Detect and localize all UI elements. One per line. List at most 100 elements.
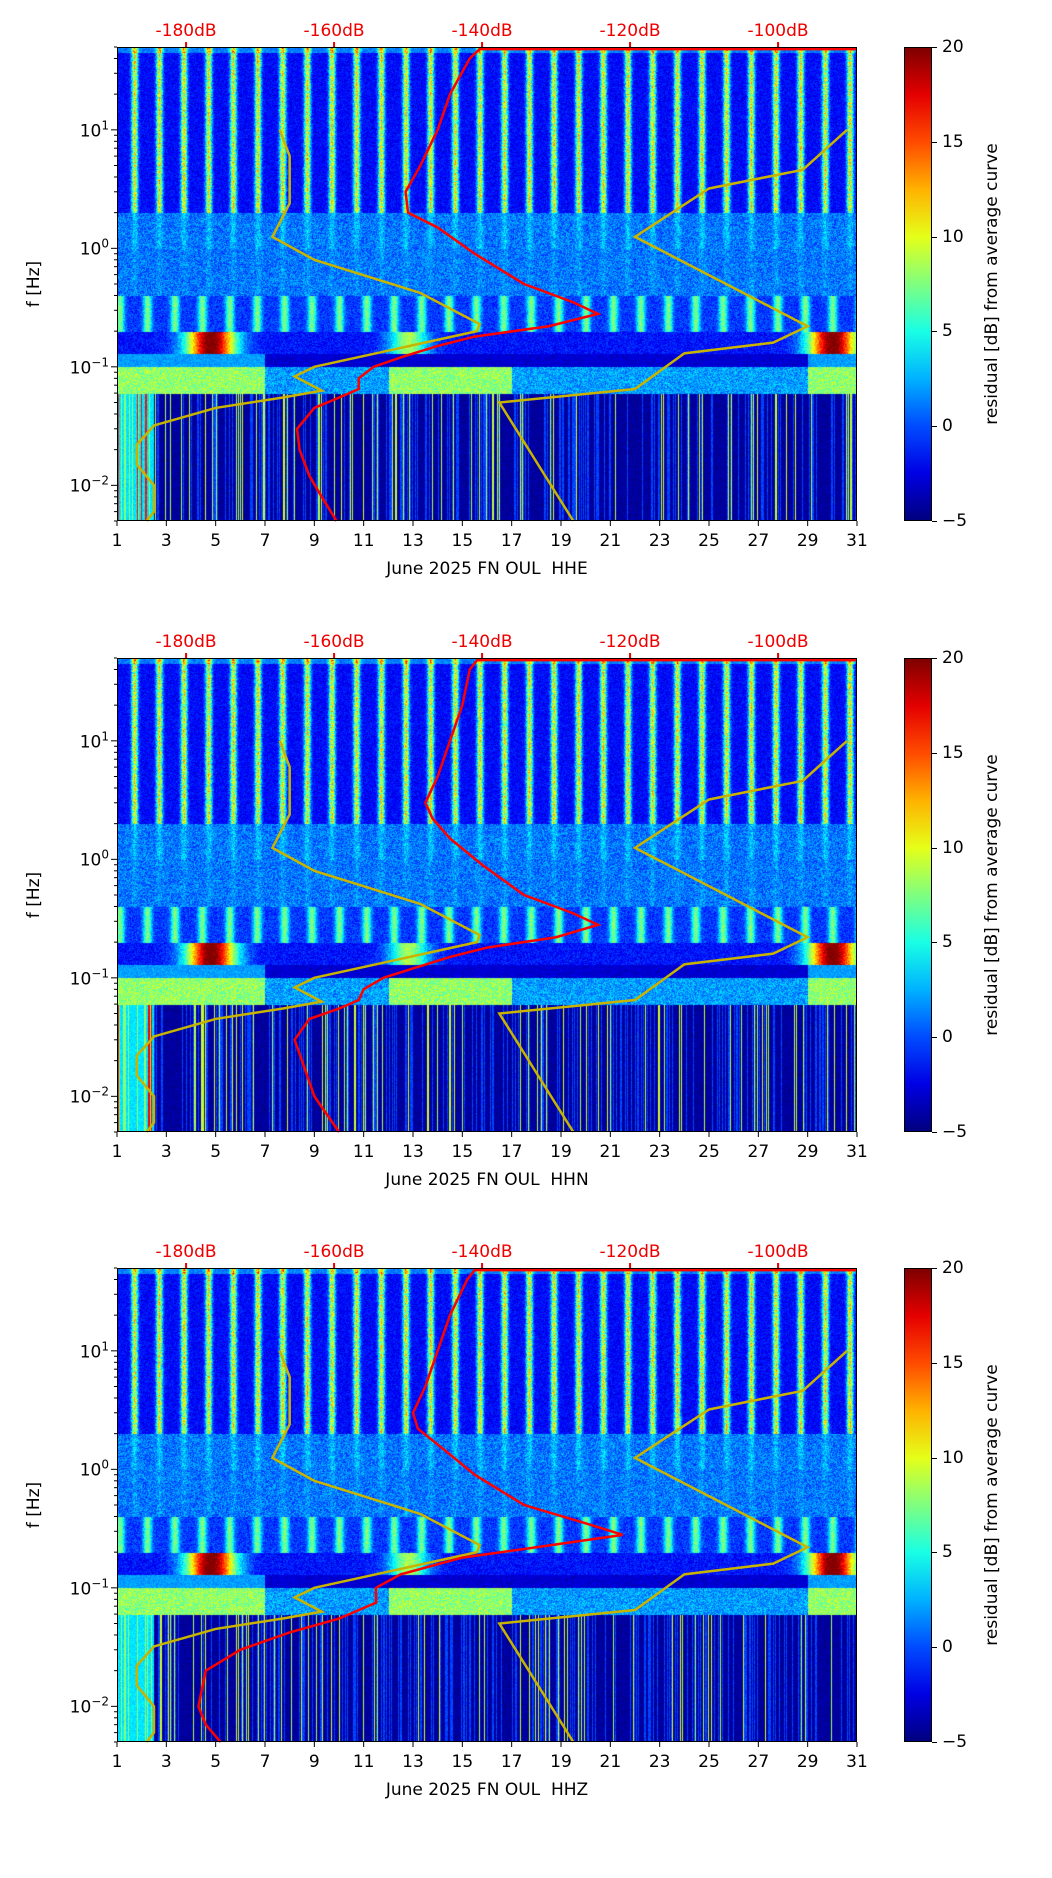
y-tick-base: 10 bbox=[69, 476, 92, 497]
x-tick-label: 1 bbox=[111, 1752, 123, 1772]
x-axis-label: June 2025 FN OUL HHN bbox=[385, 1170, 589, 1190]
colorbar-tick bbox=[932, 658, 937, 659]
colorbar-tick bbox=[932, 1742, 937, 1743]
x-tick-label: 29 bbox=[796, 1142, 819, 1162]
top-axis-label: -100dB bbox=[747, 21, 809, 41]
top-axis-label: -180dB bbox=[155, 632, 217, 652]
colorbar-tick-label: 20 bbox=[942, 648, 964, 668]
y-tick-exponent: 1 bbox=[101, 729, 109, 744]
yellow-reference-curve bbox=[497, 1349, 848, 1743]
top-axis-label: -180dB bbox=[155, 21, 217, 41]
y-tick-base: 10 bbox=[79, 121, 102, 142]
x-tick-label: 3 bbox=[160, 1752, 172, 1772]
x-tick-label: 19 bbox=[550, 531, 572, 551]
x-tick-label: 31 bbox=[846, 1142, 868, 1162]
colorbar-tick-label: −5 bbox=[942, 1732, 968, 1752]
x-tick-label: 25 bbox=[698, 1142, 720, 1162]
spectrogram-plot bbox=[111, 42, 858, 526]
y-tick-base: 10 bbox=[79, 1460, 102, 1481]
colorbar-tick bbox=[932, 1268, 937, 1269]
yellow-reference-curve bbox=[135, 740, 482, 1133]
y-tick-exponent: 0 bbox=[101, 236, 109, 251]
y-tick-base: 10 bbox=[69, 1087, 92, 1108]
colorbar-tick-label: 15 bbox=[942, 742, 964, 763]
x-tick-label: 21 bbox=[599, 1142, 622, 1162]
red-average-curve bbox=[197, 1268, 857, 1743]
yellow-reference-curve bbox=[135, 129, 482, 522]
y-tick-exponent: −1 bbox=[91, 1576, 109, 1591]
colorbar-tick-label: 20 bbox=[942, 37, 964, 57]
x-tick-label: 15 bbox=[451, 1752, 474, 1772]
colorbar-tick bbox=[932, 1132, 937, 1133]
colorbar-tick bbox=[932, 942, 937, 944]
x-tick-label: 17 bbox=[500, 531, 523, 551]
yellow-reference-curve bbox=[497, 128, 848, 522]
spectrogram-heatmap bbox=[117, 1268, 857, 1742]
y-tick-exponent: 1 bbox=[101, 118, 109, 133]
red-average-curve bbox=[293, 658, 857, 1133]
colorbar-tick bbox=[932, 1647, 937, 1649]
x-tick-label: 23 bbox=[648, 1752, 671, 1772]
x-tick-label: 17 bbox=[500, 1752, 523, 1772]
x-tick-label: 7 bbox=[259, 531, 271, 551]
top-axis-label: -120dB bbox=[599, 21, 661, 41]
colorbar bbox=[904, 47, 932, 521]
colorbar-tick-label: 10 bbox=[942, 1447, 964, 1468]
colorbar-tick-label: 20 bbox=[942, 1258, 964, 1278]
x-tick-label: 29 bbox=[796, 531, 819, 551]
colorbar-label: residual [dB] from average curve bbox=[982, 1364, 1002, 1646]
x-tick-label: 21 bbox=[599, 531, 622, 551]
curve-layer bbox=[111, 1263, 858, 1747]
x-tick-label: 21 bbox=[599, 1752, 622, 1772]
top-axis-label: -120dB bbox=[599, 1242, 661, 1262]
x-tick-label: 13 bbox=[402, 1142, 424, 1162]
colorbar-tick-label: 0 bbox=[942, 1027, 953, 1048]
x-tick-label: 13 bbox=[402, 1752, 424, 1772]
red-average-curve bbox=[295, 47, 857, 522]
colorbar-tick-label: −5 bbox=[942, 1122, 968, 1142]
x-tick-label: 11 bbox=[352, 1752, 375, 1772]
spectrogram-plot bbox=[111, 653, 858, 1137]
top-axis-label: -140dB bbox=[451, 21, 513, 41]
colorbar-tick bbox=[932, 141, 937, 143]
x-tick-label: 1 bbox=[111, 1142, 123, 1162]
colorbar-tick-label: 0 bbox=[942, 416, 953, 437]
x-tick-label: 11 bbox=[352, 531, 375, 551]
x-tick-label: 5 bbox=[210, 531, 222, 551]
colorbar-tick bbox=[932, 236, 937, 238]
colorbar-tick-label: 10 bbox=[942, 837, 964, 858]
spectrogram-plot bbox=[111, 1263, 858, 1747]
colorbar-tick-label: 15 bbox=[942, 131, 964, 152]
x-tick-label: 5 bbox=[210, 1752, 222, 1772]
x-axis-label: June 2025 FN OUL HHZ bbox=[385, 1780, 589, 1800]
colorbar-tick bbox=[932, 426, 937, 428]
x-tick-label: 31 bbox=[846, 531, 868, 551]
x-tick-label: 23 bbox=[648, 1142, 671, 1162]
y-tick-base: 10 bbox=[69, 1579, 92, 1600]
y-tick-label: 10−1 bbox=[70, 355, 109, 378]
colorbar bbox=[904, 1268, 932, 1742]
colorbar-tick-label: 10 bbox=[942, 226, 964, 247]
colorbar-tick bbox=[932, 47, 937, 48]
x-tick-label: 29 bbox=[796, 1752, 819, 1772]
colorbar-tick bbox=[932, 521, 937, 522]
x-tick-label: 3 bbox=[160, 531, 172, 551]
y-tick-label: 101 bbox=[80, 118, 109, 141]
y-tick-exponent: −2 bbox=[91, 1084, 109, 1099]
y-tick-base: 10 bbox=[79, 239, 102, 260]
y-tick-exponent: 0 bbox=[101, 1457, 109, 1472]
x-tick-label: 9 bbox=[308, 1142, 320, 1162]
y-tick-base: 10 bbox=[69, 358, 92, 379]
y-tick-label: 10−2 bbox=[70, 1085, 109, 1108]
top-axis-label: -140dB bbox=[451, 632, 513, 652]
x-tick-label: 17 bbox=[500, 1142, 523, 1162]
spectrogram-heatmap bbox=[117, 47, 857, 521]
y-tick-exponent: 1 bbox=[101, 1339, 109, 1354]
y-axis-label: f [Hz] bbox=[24, 1481, 44, 1529]
colorbar-tick-label: 5 bbox=[942, 932, 953, 953]
colorbar-tick-label: 5 bbox=[942, 321, 953, 342]
top-axis-label: -100dB bbox=[747, 1242, 809, 1262]
y-tick-base: 10 bbox=[79, 1342, 102, 1363]
x-tick-label: 11 bbox=[352, 1142, 375, 1162]
x-tick-label: 31 bbox=[846, 1752, 868, 1772]
